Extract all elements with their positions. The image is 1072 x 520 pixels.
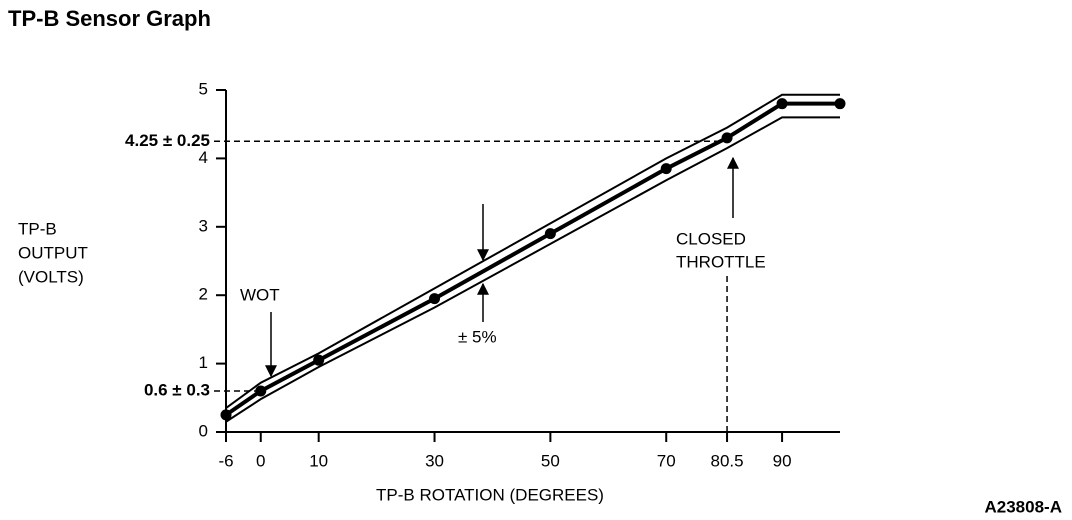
y-tick-label: 5 [199, 79, 208, 98]
x-tick-label: 80.5 [711, 451, 744, 470]
point [834, 98, 846, 110]
annotation: WOT [240, 285, 280, 304]
x-tick-label: 50 [541, 451, 560, 470]
annotation: THROTTLE [676, 252, 766, 271]
point [544, 228, 556, 240]
y-tick-label: 1 [199, 353, 208, 372]
y-axis-label: OUTPUT [18, 243, 88, 262]
figure-id: A23808-A [985, 497, 1063, 516]
point [429, 293, 441, 305]
annotation: CLOSED [676, 229, 746, 248]
x-tick-label: 0 [256, 451, 265, 470]
annotation: ± 5% [458, 327, 497, 346]
point [721, 132, 733, 144]
point [776, 98, 788, 110]
point [255, 385, 267, 397]
x-tick-label: -6 [218, 451, 233, 470]
y-tick-label: 2 [199, 285, 208, 304]
point [660, 163, 672, 175]
x-tick-label: 70 [657, 451, 676, 470]
series-line [225, 93, 840, 409]
series-line [225, 116, 840, 423]
x-tick-label: 90 [773, 451, 792, 470]
reference-label: 4.25 ± 0.25 [125, 131, 210, 150]
x-tick-label: 10 [309, 451, 328, 470]
y-tick-label: 4 [199, 148, 208, 167]
y-tick-label: 3 [199, 216, 208, 235]
y-axis-label: (VOLTS) [18, 267, 84, 286]
reference-label: 0.6 ± 0.3 [144, 380, 210, 399]
chart-title: TP-B Sensor Graph [8, 6, 211, 31]
y-axis-label: TP-B [18, 219, 57, 238]
x-axis-label: TP-B ROTATION (DEGREES) [376, 485, 604, 504]
point [313, 354, 325, 366]
x-tick-label: 30 [425, 451, 444, 470]
point [220, 409, 232, 421]
y-tick-label: 0 [199, 421, 208, 440]
